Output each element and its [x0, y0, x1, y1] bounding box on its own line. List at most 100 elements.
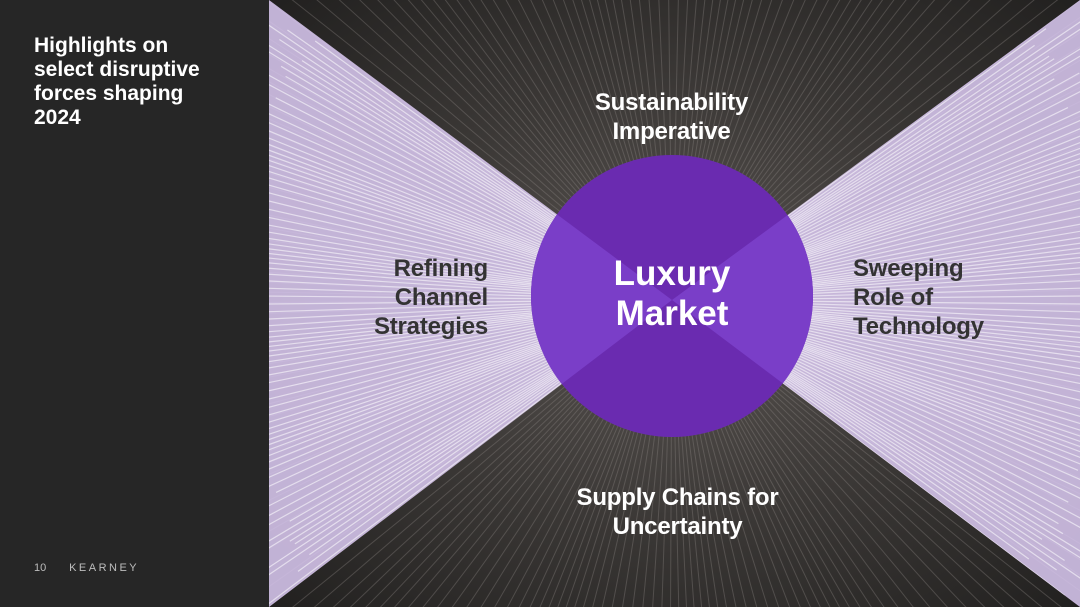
burst-ray — [269, 198, 556, 275]
burst-ray — [696, 354, 811, 607]
burst-ray — [750, 337, 1080, 501]
burst-ray — [789, 200, 1080, 277]
burst-ray — [759, 337, 1080, 497]
burst-ray — [269, 285, 581, 298]
burst-ray — [638, 0, 663, 205]
burst-ray — [736, 353, 1043, 607]
burst-ray — [725, 352, 986, 607]
burst-ray — [269, 350, 588, 556]
burst-ray — [763, 294, 1080, 300]
burst-ray — [583, 391, 647, 607]
burst-ray — [741, 364, 1005, 607]
burst-ray — [787, 315, 1080, 376]
burst-ray — [269, 189, 565, 279]
burst-ray — [292, 354, 605, 607]
burst-ray — [756, 44, 1080, 250]
burst-ray — [269, 305, 592, 339]
burst-ray — [407, 0, 615, 235]
burst-ray — [733, 378, 914, 607]
burst-ray — [718, 0, 862, 226]
burst-ray — [589, 0, 647, 205]
burst-ray — [779, 133, 1080, 258]
burst-ray — [782, 343, 1080, 478]
burst-ray — [705, 0, 873, 250]
burst-ray — [269, 306, 566, 329]
burst-ray — [742, 0, 1035, 242]
burst-ray — [517, 0, 632, 221]
burst-ray — [269, 59, 567, 245]
burst-ray — [652, 363, 669, 607]
burst-ray — [788, 325, 1080, 402]
burst-ray — [691, 0, 737, 204]
burst-ray — [769, 120, 1080, 265]
diagram-background — [269, 0, 1080, 607]
burst-ray — [683, 0, 721, 224]
burst-ray — [437, 371, 618, 607]
burst-ray — [791, 277, 1080, 295]
burst-ray — [673, 397, 680, 607]
burst-ray — [275, 348, 572, 493]
burst-ray — [541, 0, 636, 216]
burst-ray — [269, 336, 593, 505]
burst-ray — [778, 271, 1080, 294]
burst-ray — [451, 381, 615, 607]
center-label-luxury-market: Luxury Market — [613, 254, 731, 333]
burst-ray — [762, 326, 1080, 431]
burst-ray — [269, 132, 560, 263]
burst-ray — [779, 321, 1080, 411]
burst-ray — [724, 372, 899, 607]
burst-ray — [730, 82, 1080, 275]
burst-ray — [269, 224, 557, 285]
burst-ray — [771, 58, 1055, 238]
burst-ray — [611, 367, 660, 607]
burst-ray — [269, 274, 559, 296]
burst-ray — [269, 332, 562, 429]
burst-ray — [684, 386, 719, 607]
burst-ray — [688, 369, 747, 607]
burst-ray — [269, 170, 587, 278]
burst-ray — [269, 137, 574, 267]
burst-ray — [269, 100, 575, 264]
burst-ray — [596, 0, 652, 218]
burst-ray — [574, 394, 643, 607]
burst-ray — [269, 353, 566, 517]
burst-ray — [688, 398, 727, 607]
burst-ray — [769, 314, 1080, 373]
burst-ray — [269, 313, 575, 372]
burst-ray — [548, 351, 652, 607]
footer: 10 KEARNEY — [34, 562, 139, 574]
burst-ray — [269, 320, 587, 413]
burst-ray — [394, 357, 620, 607]
burst-ray — [365, 369, 603, 607]
burst-ray — [768, 28, 1047, 231]
burst-ray — [539, 377, 640, 607]
burst-ray — [629, 0, 659, 203]
burst-ray — [785, 304, 1080, 326]
burst-ray — [269, 340, 599, 528]
burst-ray — [779, 202, 1080, 281]
burst-ray — [756, 55, 1050, 246]
force-supply-chains-for-uncertainty: Supply Chains for Uncertainty — [576, 484, 779, 540]
burst-ray — [708, 352, 885, 607]
burst-ray — [690, 391, 737, 607]
burst-ray — [580, 0, 645, 209]
burst-ray — [676, 397, 687, 607]
burst-ray — [269, 251, 592, 294]
burst-ray — [702, 388, 780, 607]
burst-ray — [269, 0, 613, 260]
burst-ray — [780, 202, 1080, 276]
burst-ray — [269, 335, 559, 450]
burst-ray — [690, 0, 745, 220]
burst-ray — [269, 264, 565, 293]
burst-ray — [770, 363, 1043, 540]
burst-ray — [269, 241, 555, 286]
burst-ray — [269, 335, 575, 480]
burst-ray — [269, 319, 565, 398]
burst-ray — [720, 383, 850, 607]
burst-ray — [758, 362, 1030, 560]
burst-ray — [752, 261, 1080, 295]
burst-ray — [752, 306, 1080, 349]
burst-ray — [422, 350, 632, 607]
forces-diagram: Sustainability Imperative Refining Chann… — [269, 0, 1080, 607]
burst-ray — [269, 324, 564, 398]
